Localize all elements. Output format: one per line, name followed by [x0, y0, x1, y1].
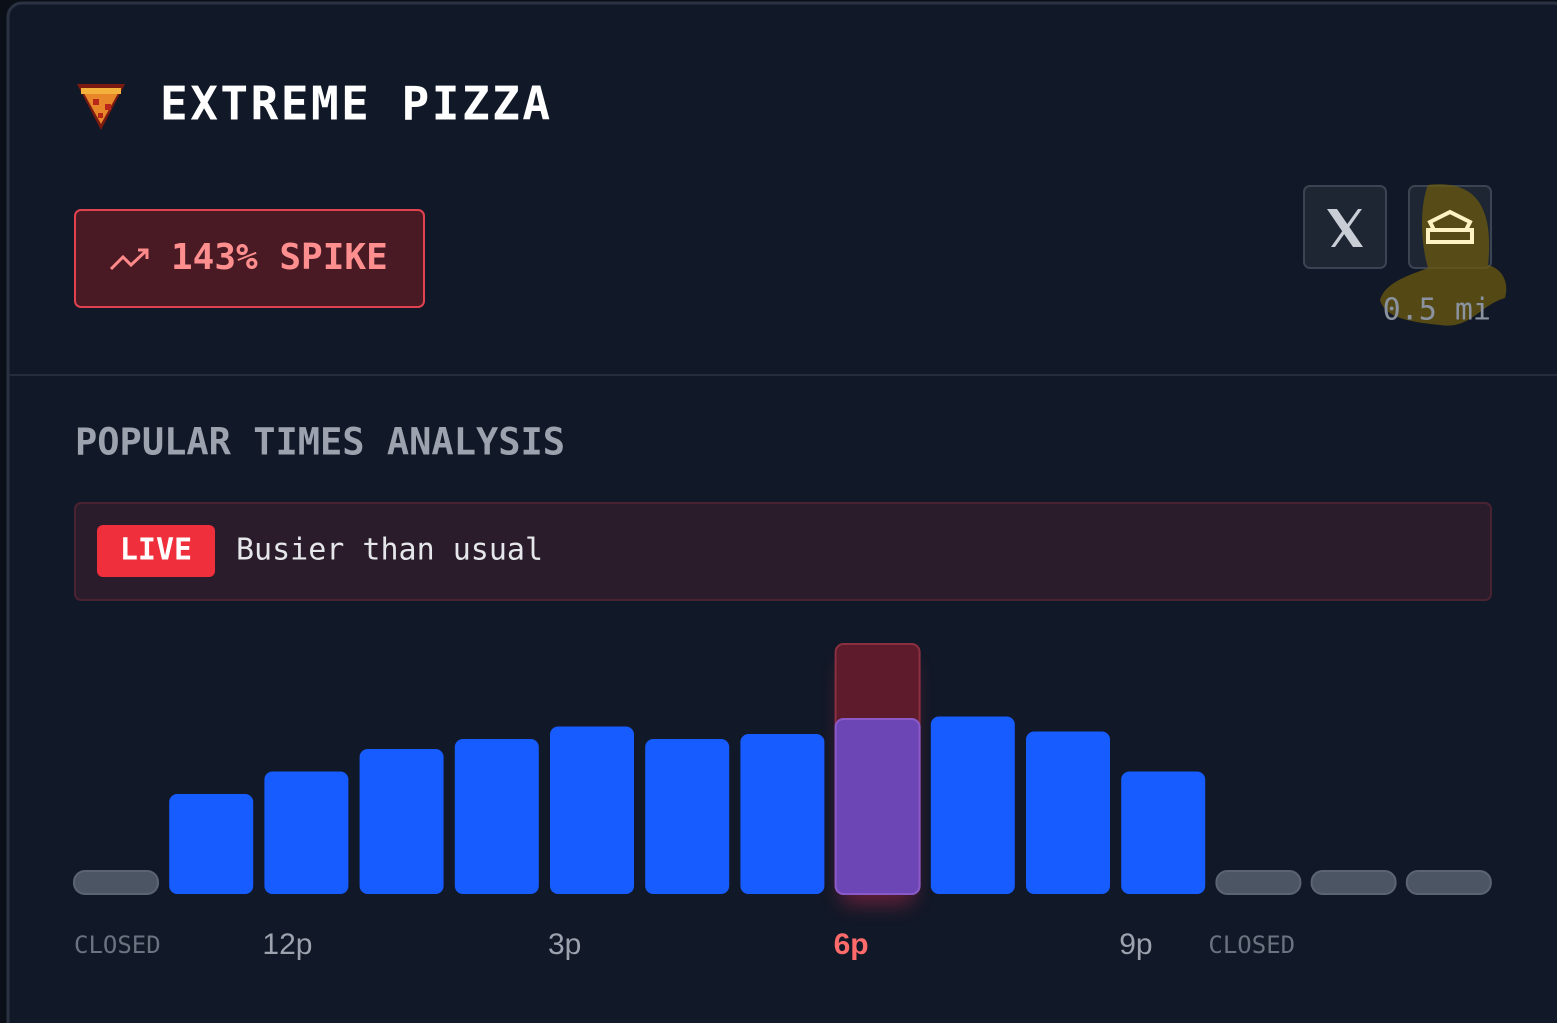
- live-badge: [97, 525, 215, 577]
- title: EXTREME PIZZA: [160, 77, 553, 131]
- live-text: LIVE: [120, 533, 192, 568]
- section-title: POPULAR TIMES ANALYSIS: [75, 421, 565, 464]
- closed-bar: [73, 870, 159, 895]
- x-label: CLOSED: [1208, 931, 1295, 959]
- distance: 0.5 mi: [1383, 293, 1491, 328]
- store-icon: [1426, 209, 1474, 244]
- x-label: 3p: [548, 928, 581, 961]
- bar: [930, 716, 1015, 894]
- bar: [645, 739, 730, 894]
- redaction-mark: [1380, 184, 1507, 326]
- trend-icon-head: [138, 248, 149, 259]
- status-text: Busier than usual: [236, 533, 543, 568]
- bar: [359, 749, 444, 894]
- x-label: CLOSED: [74, 931, 161, 959]
- bar: [1121, 771, 1206, 894]
- bar: [169, 794, 254, 894]
- chart: CLOSED 12p 3p 6p 9p CLOSED: [73, 643, 1492, 961]
- closed-bar: [1215, 870, 1302, 895]
- bar: [550, 726, 634, 894]
- bar: [454, 739, 539, 894]
- x-logo: [1327, 209, 1363, 247]
- x-label: 6p: [834, 928, 869, 961]
- status-box: [74, 502, 1492, 601]
- spike-text: 143% SPIKE: [171, 237, 388, 278]
- x-label: 9p: [1119, 928, 1152, 961]
- x-label: 12p: [262, 928, 312, 961]
- pizza-icon: [77, 84, 125, 130]
- spike-badge: [74, 209, 425, 308]
- bar: [1026, 731, 1110, 894]
- bar: [834, 718, 921, 895]
- closed-bar: [1405, 870, 1492, 895]
- bar: [740, 734, 825, 894]
- bar: [264, 771, 349, 894]
- closed-bar: [1310, 870, 1397, 895]
- trend-icon: [109, 248, 149, 271]
